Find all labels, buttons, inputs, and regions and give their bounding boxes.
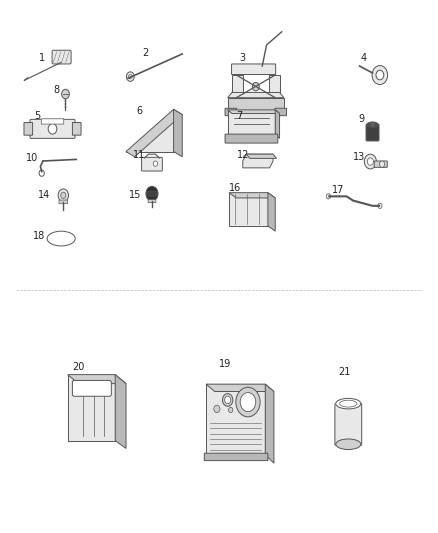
Circle shape — [223, 393, 233, 406]
Circle shape — [48, 124, 57, 134]
Ellipse shape — [146, 191, 158, 196]
Polygon shape — [67, 375, 126, 384]
Text: 17: 17 — [332, 185, 344, 195]
Polygon shape — [206, 384, 265, 455]
Polygon shape — [126, 109, 173, 151]
FancyBboxPatch shape — [225, 134, 278, 143]
Polygon shape — [206, 384, 274, 392]
Text: 15: 15 — [128, 190, 141, 200]
FancyBboxPatch shape — [204, 453, 268, 461]
Circle shape — [371, 122, 374, 127]
FancyBboxPatch shape — [374, 161, 387, 167]
FancyBboxPatch shape — [41, 119, 64, 124]
FancyBboxPatch shape — [52, 50, 71, 64]
Polygon shape — [228, 110, 279, 114]
Polygon shape — [275, 110, 279, 139]
Polygon shape — [173, 109, 182, 157]
Polygon shape — [268, 192, 275, 231]
Text: 9: 9 — [359, 114, 365, 124]
FancyBboxPatch shape — [141, 157, 162, 171]
FancyBboxPatch shape — [59, 200, 67, 204]
Circle shape — [372, 66, 388, 85]
FancyBboxPatch shape — [232, 64, 276, 75]
Text: 10: 10 — [26, 154, 38, 164]
Circle shape — [236, 387, 260, 417]
Polygon shape — [229, 192, 275, 198]
Ellipse shape — [367, 122, 378, 127]
Circle shape — [364, 154, 376, 169]
FancyBboxPatch shape — [275, 108, 286, 116]
Ellipse shape — [47, 231, 75, 246]
Circle shape — [240, 393, 256, 411]
Circle shape — [378, 203, 382, 208]
Circle shape — [127, 72, 134, 82]
FancyBboxPatch shape — [72, 381, 111, 396]
Text: 3: 3 — [240, 53, 246, 63]
Polygon shape — [265, 384, 274, 463]
Ellipse shape — [339, 400, 357, 407]
Polygon shape — [228, 92, 284, 98]
Polygon shape — [228, 110, 275, 135]
Text: 16: 16 — [230, 183, 242, 193]
Text: 12: 12 — [237, 150, 249, 160]
FancyBboxPatch shape — [366, 124, 379, 141]
Text: 5: 5 — [34, 111, 40, 121]
FancyBboxPatch shape — [148, 199, 156, 203]
FancyBboxPatch shape — [24, 123, 32, 135]
Polygon shape — [243, 154, 273, 168]
Text: 21: 21 — [338, 367, 350, 377]
Text: 19: 19 — [219, 359, 232, 369]
Circle shape — [376, 70, 384, 80]
Text: 11: 11 — [133, 150, 145, 160]
Circle shape — [129, 75, 132, 79]
Circle shape — [39, 170, 44, 176]
Text: 2: 2 — [142, 48, 148, 58]
Polygon shape — [229, 192, 268, 226]
Circle shape — [252, 83, 259, 91]
Polygon shape — [246, 154, 276, 158]
Text: 20: 20 — [72, 362, 85, 372]
Polygon shape — [228, 98, 284, 110]
Text: 8: 8 — [54, 85, 60, 95]
Ellipse shape — [336, 398, 361, 409]
Circle shape — [62, 90, 69, 99]
Polygon shape — [232, 75, 243, 98]
Polygon shape — [269, 75, 279, 98]
Text: 13: 13 — [353, 152, 366, 162]
Text: 6: 6 — [136, 106, 142, 116]
Text: 4: 4 — [361, 53, 367, 63]
Circle shape — [326, 193, 331, 199]
Circle shape — [58, 189, 68, 201]
Ellipse shape — [336, 439, 361, 449]
Circle shape — [229, 407, 233, 413]
Polygon shape — [115, 375, 126, 448]
Text: 18: 18 — [32, 231, 45, 241]
Circle shape — [225, 396, 231, 403]
FancyBboxPatch shape — [72, 123, 81, 135]
Polygon shape — [67, 375, 115, 441]
FancyBboxPatch shape — [225, 108, 237, 116]
Circle shape — [146, 187, 158, 201]
Text: 1: 1 — [39, 53, 45, 63]
FancyBboxPatch shape — [335, 403, 362, 445]
Text: 14: 14 — [38, 190, 50, 200]
Circle shape — [367, 158, 373, 165]
FancyBboxPatch shape — [30, 119, 75, 139]
Text: 7: 7 — [237, 111, 243, 121]
Circle shape — [61, 192, 66, 198]
Circle shape — [153, 161, 158, 166]
Circle shape — [379, 161, 385, 167]
Circle shape — [214, 405, 220, 413]
Polygon shape — [126, 109, 182, 157]
